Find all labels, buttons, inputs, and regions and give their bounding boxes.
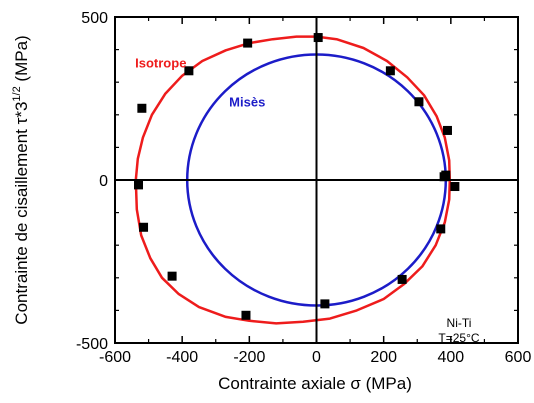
data-point xyxy=(320,299,330,309)
annotation-material: Ni-Ti xyxy=(447,316,472,330)
annotation-temperature: T=25°C xyxy=(438,331,479,345)
y-tick-label: 0 xyxy=(99,173,108,190)
data-point xyxy=(139,222,149,232)
data-point xyxy=(436,224,446,234)
data-point xyxy=(441,170,451,180)
data-point xyxy=(134,180,144,190)
x-tick-label: 0 xyxy=(312,349,321,366)
y-axis-label-sup: 1/2 xyxy=(11,86,23,101)
data-point xyxy=(414,97,424,107)
data-point xyxy=(137,103,147,113)
data-point xyxy=(241,310,251,320)
data-point xyxy=(450,182,460,192)
x-tick-label: 600 xyxy=(505,349,532,366)
y-axis-label-main: Contrainte de cisaillement τ*3 xyxy=(12,102,31,325)
x-tick-label: 200 xyxy=(370,349,397,366)
x-tick-label: -600 xyxy=(99,349,131,366)
data-point xyxy=(167,271,177,281)
x-tick-label: -400 xyxy=(166,349,198,366)
data-point xyxy=(397,274,407,284)
data-point xyxy=(313,33,323,43)
y-axis-label-unit: (MPa) xyxy=(12,35,31,86)
plot-layer: Isotrope Misès xyxy=(134,33,460,325)
x-tick-label: -200 xyxy=(233,349,265,366)
data-point xyxy=(243,38,253,48)
data-point xyxy=(442,125,452,135)
y-tick-label: -500 xyxy=(76,336,108,353)
data-point xyxy=(184,66,194,76)
y-axis-label: Contrainte de cisaillement τ*31/2 (MPa) xyxy=(11,35,31,324)
data-point xyxy=(385,66,395,76)
series-isotrope-curve xyxy=(134,35,452,325)
series-label-isotrope: Isotrope xyxy=(135,56,186,71)
y-tick-label: 500 xyxy=(81,10,108,27)
series-label-miss: Misès xyxy=(229,95,265,110)
x-axis-label: Contrainte axiale σ (MPa) xyxy=(218,374,412,393)
axes-layer: -600 -400 -200 0 200 400 600 -500 0 500 xyxy=(76,10,531,366)
x-tick-label: 400 xyxy=(437,349,464,366)
